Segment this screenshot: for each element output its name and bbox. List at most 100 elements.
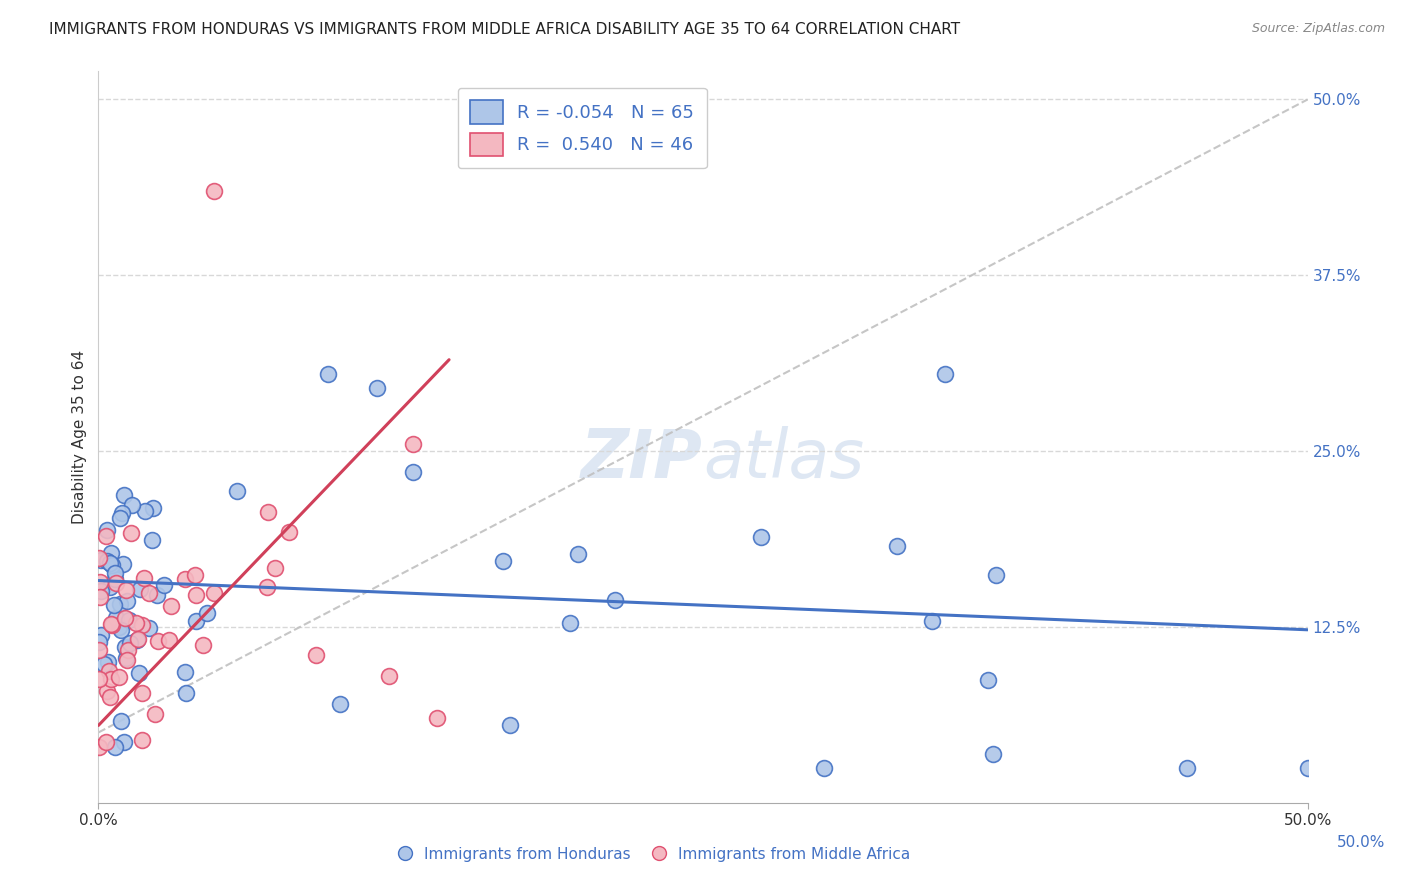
Point [104, 572, 127, 586]
Point [96, 523, 118, 537]
Point [97, 656, 120, 670]
Point [89, 673, 111, 687]
Point [89, 739, 111, 754]
Point [142, 501, 165, 516]
Point [256, 580, 278, 594]
Point [97, 664, 120, 678]
Point [104, 575, 127, 590]
Point [89, 590, 111, 604]
Point [605, 593, 627, 607]
Point [101, 618, 124, 632]
Point [110, 511, 132, 525]
Point [110, 714, 132, 728]
Point [426, 711, 449, 725]
Point [305, 648, 328, 662]
Point [121, 525, 143, 540]
Point [1175, 761, 1198, 775]
Point [256, 505, 278, 519]
Point [121, 498, 143, 512]
Point [87, 550, 110, 565]
Point [100, 617, 122, 632]
Point [567, 548, 589, 562]
Point [316, 367, 339, 381]
Point [886, 539, 908, 553]
Point [813, 761, 835, 775]
Point [115, 650, 138, 665]
Point [103, 599, 125, 613]
Point [141, 533, 163, 548]
Point [174, 665, 197, 679]
Point [1296, 761, 1319, 775]
Point [377, 669, 399, 683]
Point [278, 525, 301, 540]
Point [90, 583, 112, 598]
Point [160, 599, 183, 613]
Point [402, 465, 425, 479]
Text: atlas: atlas [703, 426, 865, 492]
Point [921, 615, 943, 629]
Text: 50.0%: 50.0% [1337, 836, 1385, 850]
Point [112, 488, 135, 502]
Point [127, 633, 149, 648]
Point [98, 557, 121, 571]
Point [174, 685, 197, 699]
Point [90, 553, 112, 567]
Point [117, 653, 139, 667]
Point [402, 437, 425, 451]
Point [558, 615, 581, 630]
Point [225, 484, 247, 499]
Point [112, 735, 135, 749]
Point [96, 529, 118, 543]
Point [108, 669, 131, 683]
Y-axis label: Disability Age 35 to 64: Disability Age 35 to 64 [72, 350, 87, 524]
Point [89, 635, 111, 649]
Point [491, 554, 513, 568]
Point [118, 613, 141, 627]
Point [101, 558, 124, 572]
Point [98, 580, 121, 594]
Point [111, 557, 134, 571]
Point [157, 632, 180, 647]
Point [94, 735, 117, 749]
Point [195, 606, 218, 620]
Point [143, 706, 166, 721]
Point [98, 690, 121, 705]
Point [89, 575, 111, 590]
Point [173, 573, 195, 587]
Point [986, 567, 1008, 582]
Point [131, 617, 153, 632]
Point [981, 747, 1004, 761]
Point [146, 588, 169, 602]
Point [934, 367, 956, 381]
Point [87, 642, 110, 657]
Point [264, 561, 287, 575]
Point [128, 582, 150, 597]
Point [148, 634, 170, 648]
Point [114, 582, 136, 597]
Point [90, 628, 112, 642]
Point [104, 739, 127, 754]
Point [204, 184, 226, 198]
Point [114, 640, 136, 654]
Point [153, 577, 176, 591]
Point [111, 506, 134, 520]
Point [134, 571, 156, 585]
Point [117, 642, 139, 657]
Point [202, 586, 225, 600]
Point [976, 673, 998, 688]
Point [186, 588, 208, 602]
Point [127, 632, 149, 646]
Text: ZIP: ZIP [581, 426, 703, 492]
Point [100, 546, 122, 560]
Point [191, 638, 214, 652]
Point [128, 666, 150, 681]
Point [184, 567, 207, 582]
Point [124, 615, 146, 630]
Point [138, 586, 160, 600]
Point [749, 530, 772, 544]
Point [96, 554, 118, 568]
Point [108, 620, 131, 634]
Point [131, 732, 153, 747]
Point [110, 598, 132, 612]
Point [96, 684, 118, 698]
